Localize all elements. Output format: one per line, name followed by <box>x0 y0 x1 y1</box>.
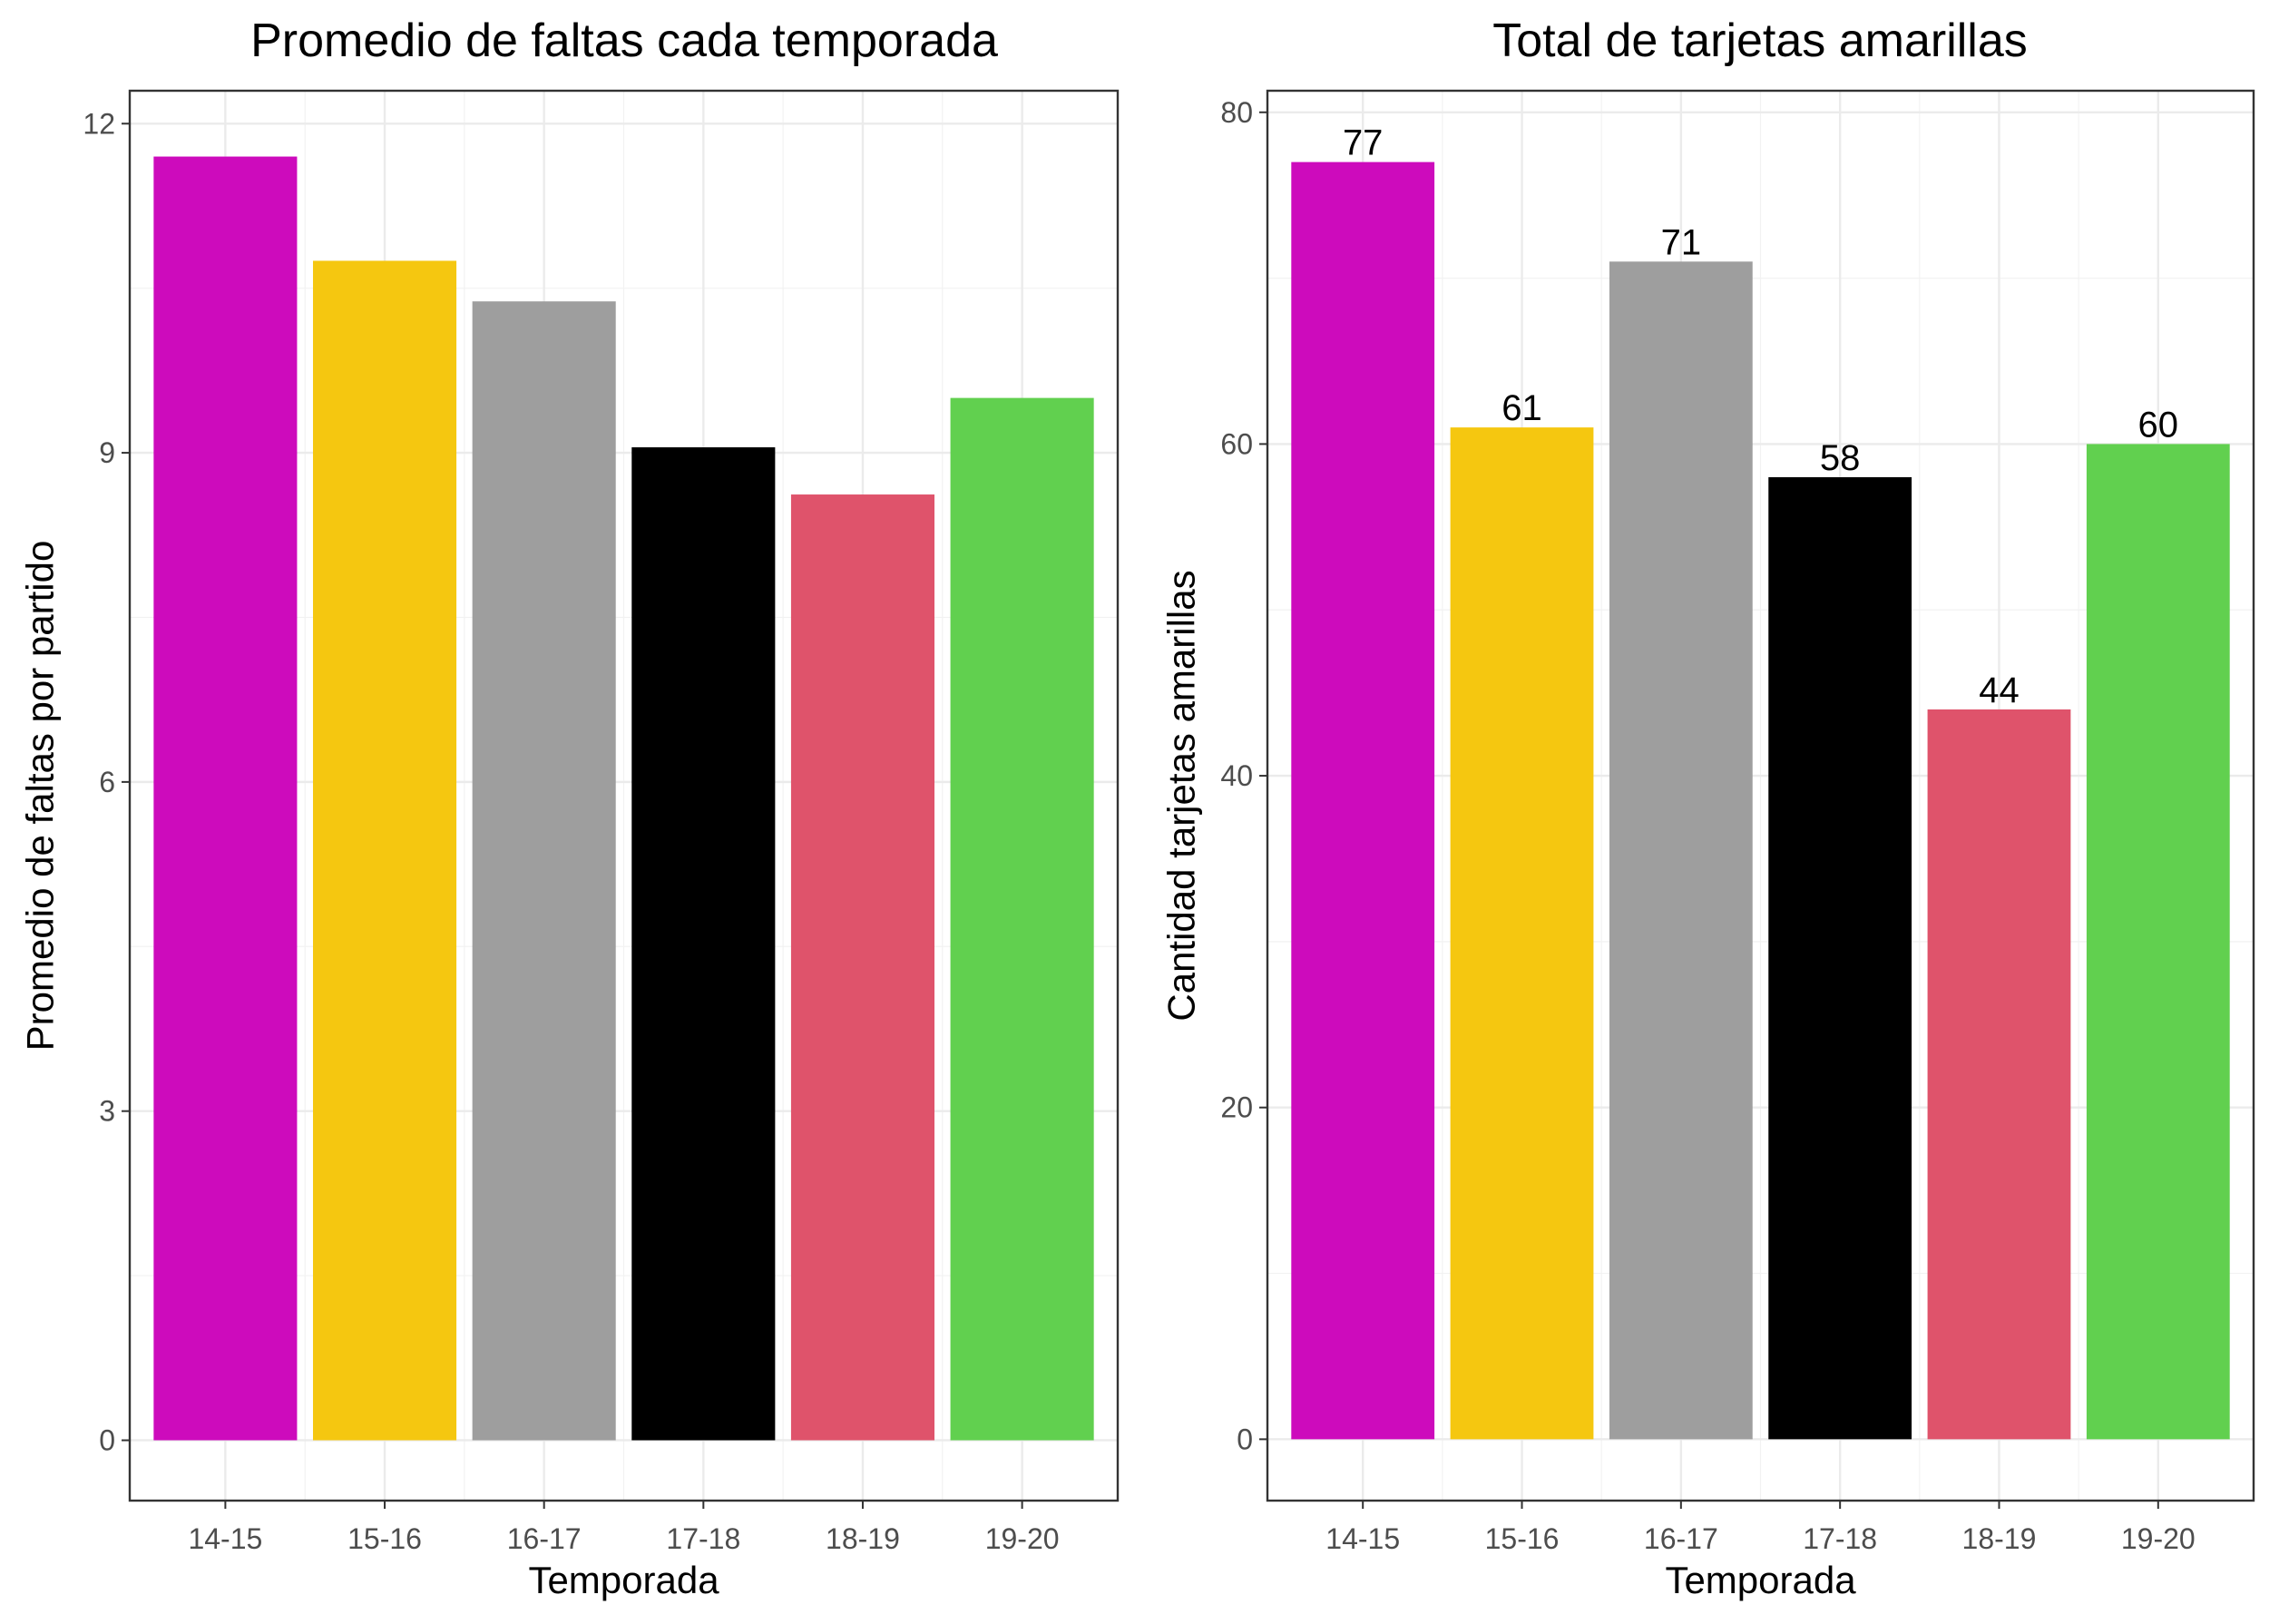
bar-15-16 <box>1450 427 1594 1440</box>
bar-19-20 <box>950 397 1094 1441</box>
y-tick-label: 3 <box>99 1095 115 1128</box>
panel-2: 77 61 71 58 44 60 0 20 40 60 80 14-15 15-16 16-17 17-1… <box>1160 15 2255 1601</box>
panel-border <box>128 89 1120 1502</box>
chart-title: Promedio de faltas cada temporada <box>250 15 998 67</box>
x-tick-label-15-16: 15-16 <box>1485 1522 1560 1555</box>
x-tick-label-14-15: 14-15 <box>188 1522 262 1555</box>
x-tick-label-17-18: 17-18 <box>666 1522 740 1555</box>
y-axis-title: Promedio de faltas por partido <box>19 541 62 1052</box>
bar-17-18 <box>1768 476 1912 1440</box>
bar-18-19 <box>1927 709 2071 1440</box>
panel-1: 0 3 6 9 12 14-15 15-16 16-17 17-18 18-19 19-20 Prom… <box>19 15 1120 1601</box>
y-tick-label: 60 <box>1220 427 1253 460</box>
bar-16-17 <box>472 301 616 1441</box>
panel-border <box>1266 89 2255 1502</box>
x-tick-label-18-19: 18-19 <box>826 1522 900 1555</box>
x-tick-label-17-18: 17-18 <box>1803 1522 1877 1555</box>
y-tick-label: 9 <box>99 436 115 469</box>
data-label-16-17: 71 <box>1661 222 1702 262</box>
data-label-18-19: 44 <box>1979 670 2020 710</box>
x-tick-label-19-20: 19-20 <box>2121 1522 2196 1555</box>
x-axis-title: Temporada <box>528 1559 719 1601</box>
data-label-19-20: 60 <box>2138 405 2179 445</box>
x-tick-label-18-19: 18-19 <box>1962 1522 2037 1555</box>
y-tick-label: 40 <box>1220 759 1253 792</box>
chart-title: Total de tarjetas amarillas <box>1492 15 2028 67</box>
x-tick-label-15-16: 15-16 <box>347 1522 422 1555</box>
y-tick-label: 20 <box>1220 1091 1253 1124</box>
y-tick-label: 12 <box>83 107 115 140</box>
x-tick-label-19-20: 19-20 <box>985 1522 1060 1555</box>
bar-18-19 <box>790 494 935 1441</box>
bar-16-17 <box>1609 261 1753 1440</box>
data-label-14-15: 77 <box>1343 123 1384 163</box>
y-tick-label: 0 <box>1237 1423 1253 1455</box>
y-axis-title: Cantidad tarjetas amarillas <box>1160 570 1203 1021</box>
x-axis-title: Temporada <box>1665 1559 1856 1601</box>
x-tick-label-14-15: 14-15 <box>1325 1522 1400 1555</box>
bar-19-20 <box>2086 444 2230 1440</box>
bar-17-18 <box>631 447 776 1441</box>
bar-15-16 <box>312 260 457 1441</box>
x-tick-label-16-17: 16-17 <box>1644 1522 1718 1555</box>
y-tick-label: 80 <box>1220 96 1253 129</box>
y-tick-label: 0 <box>99 1423 115 1456</box>
bar-14-15 <box>1291 161 1435 1440</box>
x-tick-label-16-17: 16-17 <box>507 1522 582 1555</box>
data-label-15-16: 61 <box>1501 388 1542 428</box>
bar-14-15 <box>153 156 298 1441</box>
data-label-17-18: 58 <box>1820 438 1861 478</box>
y-tick-label: 6 <box>99 766 115 798</box>
